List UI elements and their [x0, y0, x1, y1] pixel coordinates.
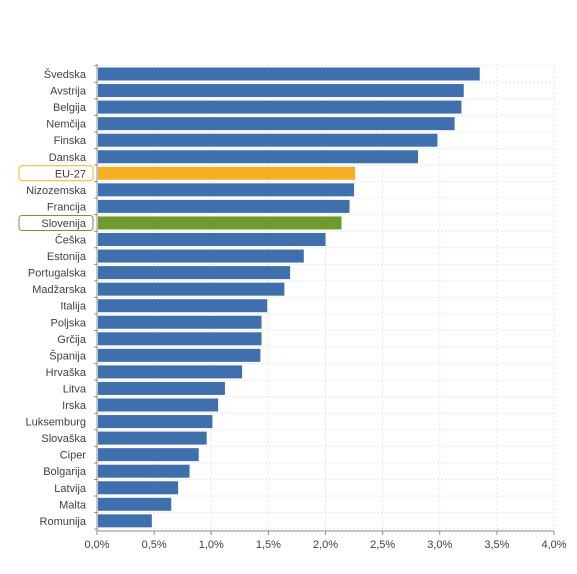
bar [98, 315, 262, 329]
bar [98, 249, 304, 263]
bar [98, 415, 213, 429]
category-label: Italija [60, 301, 87, 313]
label-highlight-box [18, 214, 94, 231]
bar [98, 431, 207, 445]
category-label: Hrvaška [46, 367, 87, 379]
bar [98, 199, 350, 213]
bar [98, 133, 438, 147]
label-highlight-box [18, 165, 94, 182]
bar [98, 348, 261, 362]
bar [98, 183, 355, 197]
x-tick-label: 2,0% [313, 539, 338, 551]
category-label: Grčija [57, 334, 87, 346]
bar [98, 448, 199, 462]
category-label: Francija [47, 201, 87, 213]
axes [94, 64, 555, 535]
bar [98, 464, 190, 478]
category-label: Ciper [60, 450, 87, 462]
bar [98, 332, 262, 346]
category-label: Slovaška [41, 433, 87, 445]
x-tick-label: 3,0% [427, 539, 452, 551]
category-label: Danska [49, 152, 87, 164]
category-label: Portugalska [28, 268, 87, 280]
bar [98, 365, 243, 379]
bar [98, 381, 225, 395]
x-tick-label: 4,0% [541, 539, 566, 551]
category-label: Litva [63, 383, 87, 395]
category-label: Belgija [53, 102, 87, 114]
category-label: Švedska [44, 68, 87, 81]
bar [98, 514, 152, 528]
bar [98, 216, 342, 230]
category-label: Estonija [47, 251, 87, 263]
x-tick-label: 0,5% [142, 539, 167, 551]
category-label: Poljska [51, 317, 87, 329]
x-tick-label: 0,0% [84, 539, 109, 551]
bar [98, 166, 356, 180]
grid-lines [97, 64, 555, 531]
category-label: EU-27 [55, 168, 86, 180]
bar [98, 233, 326, 246]
bar [98, 117, 455, 131]
bar [98, 84, 464, 98]
category-label: Madžarska [32, 284, 87, 296]
category-label: Španija [49, 349, 87, 362]
category-label: Latvija [54, 483, 87, 495]
category-label: Irska [62, 400, 87, 412]
bar [98, 67, 480, 81]
category-label: Romunija [40, 516, 87, 528]
category-label: Finska [54, 135, 87, 147]
x-tick-label: 1,5% [256, 539, 281, 551]
bar [98, 497, 172, 511]
bar [98, 299, 268, 313]
category-label: Slovenija [41, 218, 87, 230]
x-tick-label: 3,5% [484, 539, 509, 551]
bar [98, 481, 179, 495]
bar [98, 282, 285, 296]
bar [98, 100, 462, 114]
x-tick-label: 1,0% [199, 539, 224, 551]
category-label: Češka [55, 234, 87, 247]
category-label: Luksemburg [25, 417, 86, 429]
x-tick-labels: 0,0% 0,5% 1,0% 1,5% 2,0% 2,5% 3,0% 3,5% 4,0% [84, 539, 566, 551]
category-labels: Švedska Avstrija Belgija Nemčija Finska Dansk… [25, 68, 86, 528]
highlight-label-boxes [18, 165, 94, 231]
bar [98, 150, 419, 164]
bar [98, 266, 291, 280]
category-label: Nizozemska [26, 185, 87, 197]
bar [98, 398, 219, 412]
category-label: Malta [59, 499, 87, 511]
category-label: Avstrija [50, 86, 87, 98]
bars [98, 67, 480, 528]
category-label: Nemčija [46, 119, 87, 131]
x-tick-label: 2,5% [370, 539, 395, 551]
category-label: Bolgarija [43, 466, 87, 478]
